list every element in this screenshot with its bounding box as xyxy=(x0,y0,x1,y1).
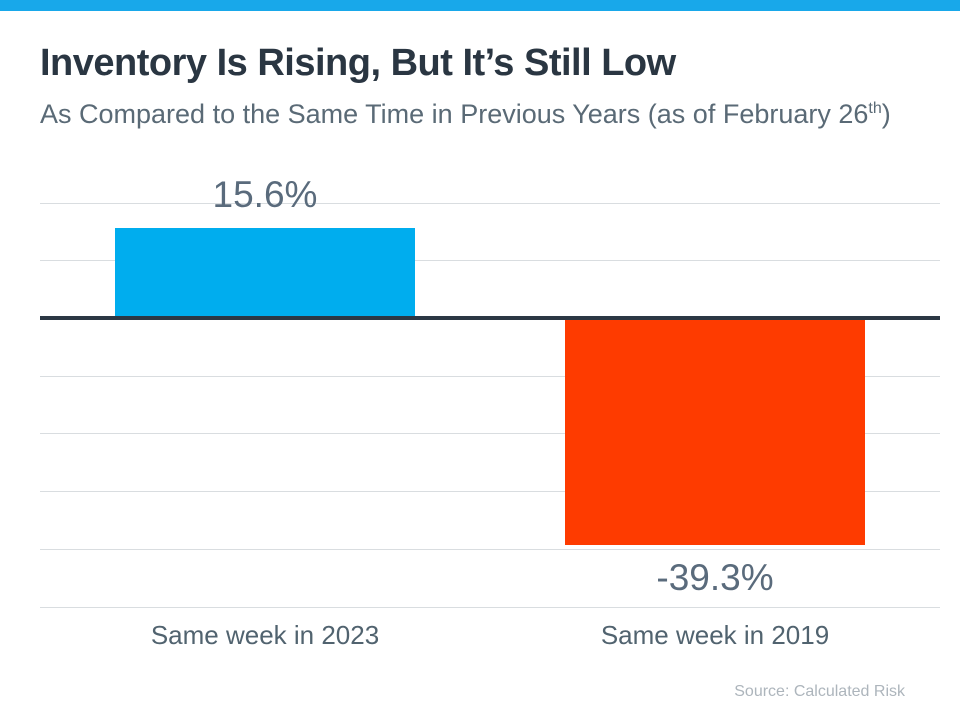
source-note: Source: Calculated Risk xyxy=(734,683,905,700)
chart-subtitle: As Compared to the Same Time in Previous… xyxy=(40,99,891,130)
chart-title: Inventory Is Rising, But It’s Still Low xyxy=(40,42,676,84)
gridline xyxy=(40,606,940,608)
accent-strip xyxy=(0,0,960,11)
bar-positive xyxy=(115,228,415,319)
x-axis-label-2019: Same week in 2019 xyxy=(600,620,830,650)
gridline xyxy=(40,202,940,204)
plot-area: 15.6% -39.3% xyxy=(40,174,940,608)
gridline xyxy=(40,375,940,377)
chart-subtitle-suffix: ) xyxy=(881,99,891,129)
chart-subtitle-text: As Compared to the Same Time in Previous… xyxy=(40,99,869,129)
chart-subtitle-superscript: th xyxy=(868,100,882,117)
bar-value-label: 15.6% xyxy=(212,174,318,216)
gridline xyxy=(40,260,940,262)
gridline xyxy=(40,548,940,550)
gridline xyxy=(40,433,940,435)
x-axis-line xyxy=(40,316,940,321)
gridline xyxy=(40,491,940,493)
x-axis-label-2023: Same week in 2023 xyxy=(150,620,380,650)
bar-value-label: -39.3% xyxy=(656,557,774,599)
bar-negative xyxy=(565,318,865,546)
